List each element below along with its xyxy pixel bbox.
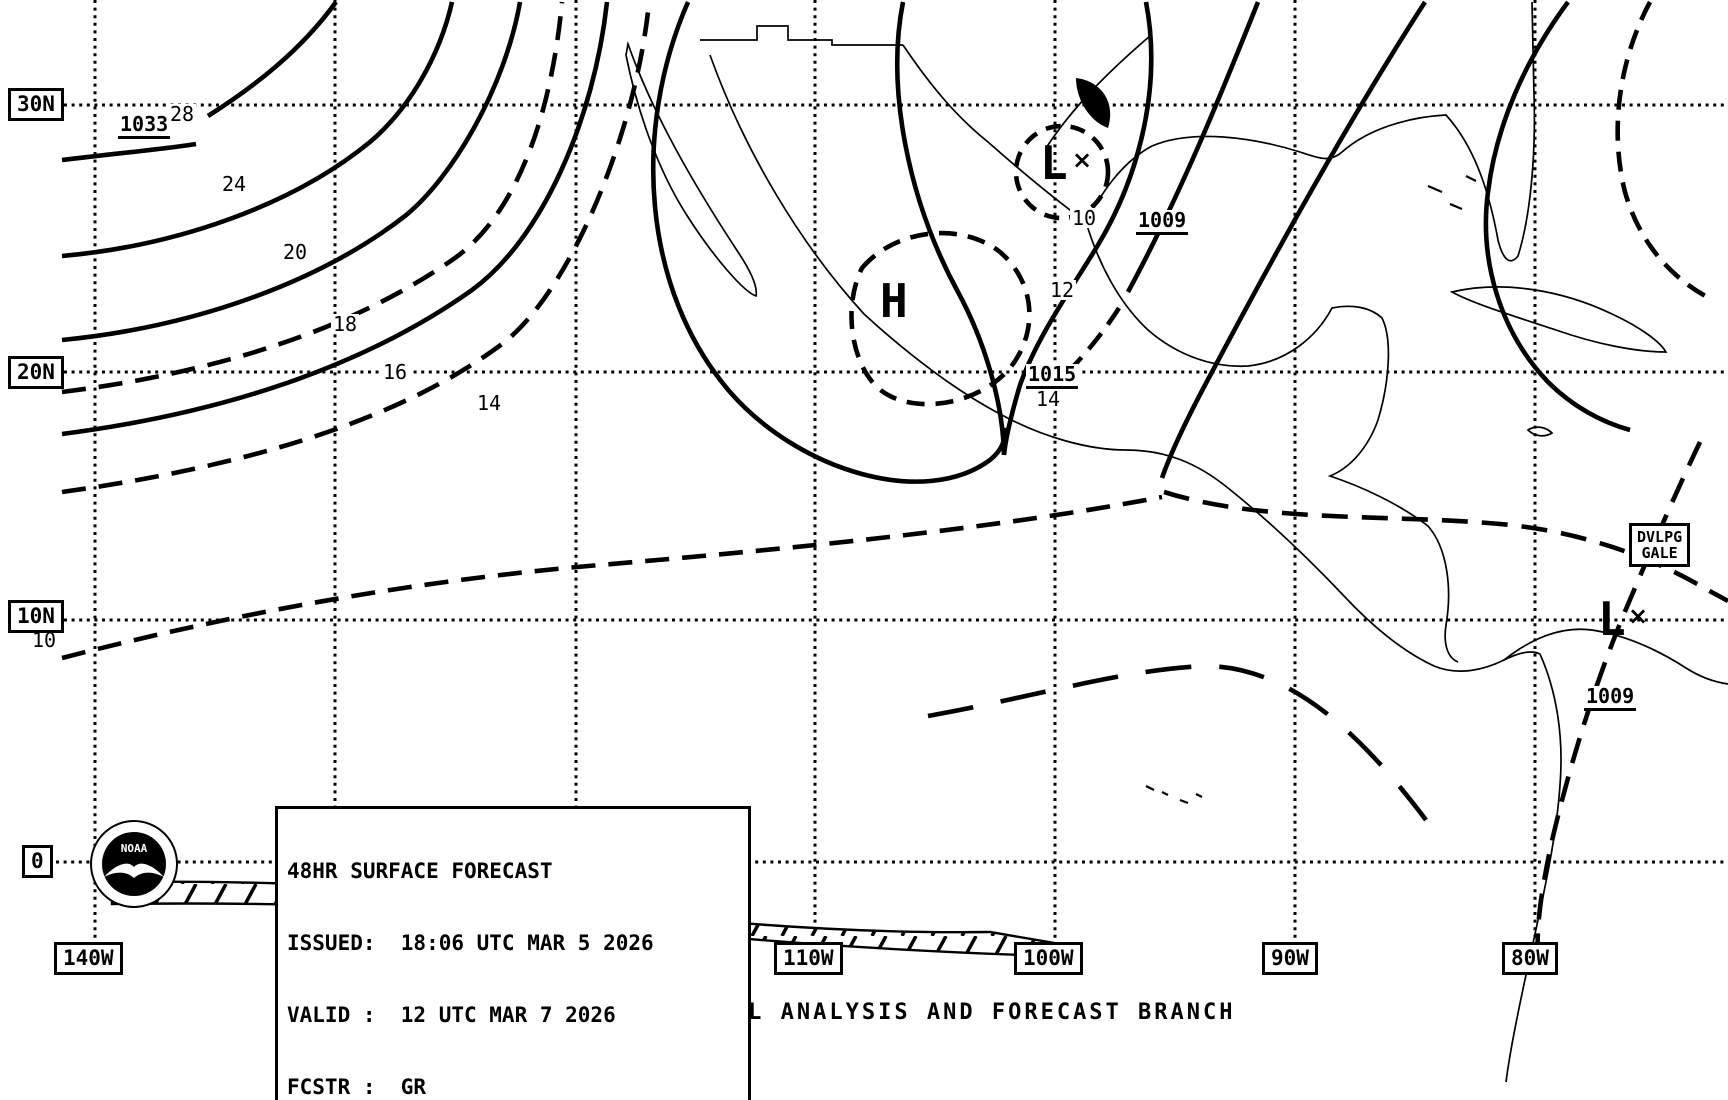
low-symbol-colombia: L xyxy=(1598,592,1626,646)
isobar-label-10-west: 10 xyxy=(30,628,59,652)
isobar-label-28: 28 xyxy=(168,102,197,126)
isobar-label-12-gulf: 12 xyxy=(1048,278,1077,302)
low-center-x-mark-colombia: × xyxy=(1628,602,1649,630)
high-symbol-mexico: H xyxy=(880,274,908,328)
dvlpg-gale-warning-box: DVLPG GALE xyxy=(1629,523,1691,567)
isobar-label-14-west: 14 xyxy=(475,391,504,415)
isobar-label-20: 20 xyxy=(281,240,310,264)
low-symbol-texas: L xyxy=(1040,136,1068,190)
pressure-value-1015: 1015 xyxy=(1026,364,1079,389)
coastlines xyxy=(625,1,1728,1083)
shaded-crescent xyxy=(1076,78,1111,128)
warning-line-2: GALE xyxy=(1641,544,1678,562)
noaa-logo-text: NOAA xyxy=(120,842,148,855)
pressure-value-1009-texas: 1009 xyxy=(1136,210,1189,235)
isobars-solid xyxy=(61,0,1631,484)
info-title: 48HR SURFACE FORECAST xyxy=(287,859,553,883)
noaa-emblem: NOAA xyxy=(102,832,166,896)
lon-label-90w: 90W xyxy=(1262,942,1318,975)
isobar-label-14-mexico: 14 xyxy=(1034,387,1063,411)
isobar-label-16: 16 xyxy=(381,360,410,384)
misc-lines xyxy=(1045,35,1151,149)
lat-label-0: 0 xyxy=(22,845,53,878)
lon-label-80w: 80W xyxy=(1502,942,1558,975)
lat-label-10n: 10N xyxy=(8,600,64,633)
forecast-info-box: 48HR SURFACE FORECAST ISSUED: 18:06 UTC … xyxy=(275,806,751,1100)
lat-label-20n: 20N xyxy=(8,356,64,389)
lon-label-110w: 110W xyxy=(774,942,843,975)
lat-label-30n: 30N xyxy=(8,88,64,121)
lon-label-140w: 140W xyxy=(54,942,123,975)
isobar-label-18: 18 xyxy=(331,312,360,336)
info-issued: ISSUED: 18:06 UTC MAR 5 2026 xyxy=(287,931,654,955)
pressure-value-1009-colombia: 1009 xyxy=(1584,686,1637,711)
info-valid: VALID : 12 UTC MAR 7 2026 xyxy=(287,1003,616,1027)
isobar-label-10-gulf: 10 xyxy=(1070,206,1099,230)
warning-line-1: DVLPG xyxy=(1637,528,1683,546)
pressure-value-1033: 1033 xyxy=(118,114,171,139)
lon-label-100w: 100W xyxy=(1014,942,1083,975)
grid-lines xyxy=(56,0,1728,941)
noaa-seagull-icon xyxy=(104,863,164,878)
noaa-logo: NOAA xyxy=(90,820,178,908)
info-fcstr: FCSTR : GR xyxy=(287,1075,427,1099)
isobar-label-24: 24 xyxy=(220,172,249,196)
low-center-x-mark-texas: × xyxy=(1072,146,1093,174)
